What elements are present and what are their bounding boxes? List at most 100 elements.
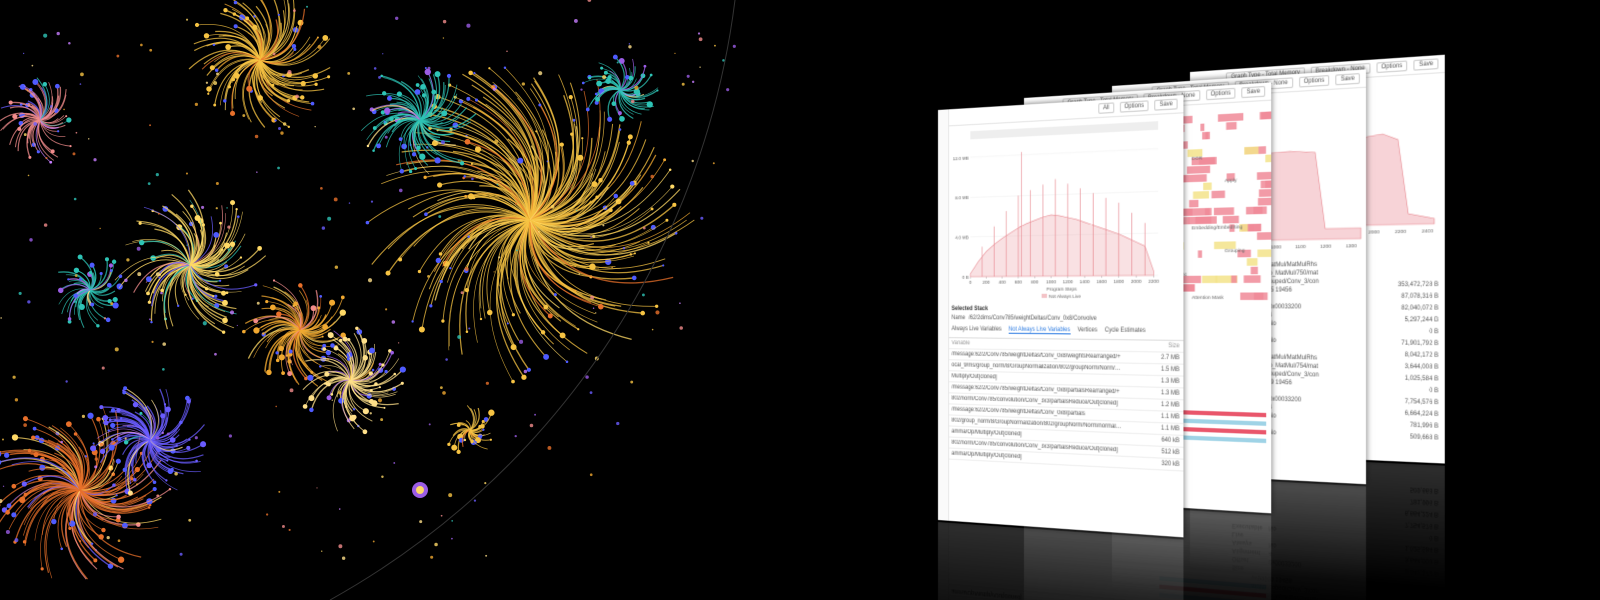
edge xyxy=(451,423,471,431)
node xyxy=(94,457,98,461)
edge xyxy=(222,35,261,61)
node xyxy=(424,68,431,76)
node xyxy=(150,320,153,324)
node xyxy=(319,294,323,298)
edge xyxy=(175,223,194,266)
node xyxy=(257,245,262,251)
node xyxy=(194,436,198,440)
edge xyxy=(430,219,531,307)
edge xyxy=(127,439,151,494)
node xyxy=(2,485,5,487)
edge xyxy=(366,116,421,141)
tab[interactable]: Vertices xyxy=(1077,327,1098,334)
node xyxy=(449,266,452,270)
node xyxy=(385,308,388,311)
node xyxy=(321,226,326,230)
edge xyxy=(419,89,429,121)
edge xyxy=(246,17,264,61)
edge xyxy=(349,369,374,382)
node xyxy=(191,297,194,300)
edge xyxy=(143,439,155,483)
edge xyxy=(112,409,151,441)
edge xyxy=(471,84,537,221)
node xyxy=(581,81,585,85)
node xyxy=(73,197,77,201)
node xyxy=(177,304,180,308)
table-cell: 1.1 MB xyxy=(1161,425,1180,433)
node xyxy=(390,350,394,355)
node xyxy=(414,89,421,95)
node xyxy=(23,52,25,55)
node xyxy=(547,313,553,319)
node xyxy=(600,66,604,70)
edge xyxy=(395,115,421,122)
edge xyxy=(259,0,295,61)
edge xyxy=(125,240,191,266)
edge xyxy=(40,489,81,569)
node xyxy=(36,150,40,154)
node xyxy=(111,438,114,441)
edge xyxy=(529,219,657,307)
node xyxy=(14,398,19,402)
node xyxy=(107,429,110,432)
node xyxy=(158,276,161,279)
column-header: Variable xyxy=(951,340,970,347)
node xyxy=(714,44,716,47)
tab[interactable]: Cycle Estimates xyxy=(1104,327,1146,335)
node xyxy=(282,525,285,528)
node xyxy=(442,19,447,24)
flame-label: Embedding/EmbedSing xyxy=(1192,224,1243,232)
node xyxy=(578,273,581,275)
node xyxy=(523,369,528,374)
node xyxy=(219,279,222,282)
node xyxy=(643,64,647,68)
node xyxy=(327,75,331,79)
node xyxy=(483,417,489,422)
edge xyxy=(299,329,323,339)
node xyxy=(245,16,250,21)
axis-label: 1200 xyxy=(1320,243,1332,250)
node xyxy=(691,159,694,163)
flame-block xyxy=(1202,131,1209,140)
node xyxy=(445,358,448,361)
node xyxy=(207,92,210,95)
node xyxy=(691,80,695,84)
node xyxy=(65,380,68,383)
edge xyxy=(34,428,81,491)
node xyxy=(378,76,381,79)
node xyxy=(380,110,386,115)
tab[interactable]: Always Live Variables xyxy=(951,326,1002,333)
node xyxy=(226,207,228,209)
edge xyxy=(79,489,159,530)
edge xyxy=(163,264,191,314)
node xyxy=(316,487,318,489)
node xyxy=(147,300,152,304)
node xyxy=(98,534,104,540)
node xyxy=(607,116,613,122)
edge xyxy=(344,338,357,381)
edge xyxy=(413,207,531,247)
memory-area xyxy=(970,212,1153,277)
node xyxy=(596,80,603,87)
node xyxy=(418,326,425,333)
node xyxy=(87,412,94,419)
node xyxy=(67,278,70,281)
node xyxy=(5,529,10,535)
node xyxy=(321,550,323,552)
edge xyxy=(417,119,438,161)
edge xyxy=(193,37,261,61)
node xyxy=(603,70,608,75)
node xyxy=(307,374,314,381)
node xyxy=(529,423,534,428)
edge xyxy=(65,489,88,580)
node xyxy=(201,205,205,209)
node xyxy=(161,431,165,435)
node xyxy=(57,130,60,133)
node xyxy=(104,257,109,262)
node xyxy=(362,429,368,435)
edge xyxy=(9,119,41,145)
edge xyxy=(0,457,81,491)
tab[interactable]: Not Always Live Variables xyxy=(1008,326,1071,335)
edge xyxy=(149,388,170,441)
node xyxy=(115,494,118,497)
